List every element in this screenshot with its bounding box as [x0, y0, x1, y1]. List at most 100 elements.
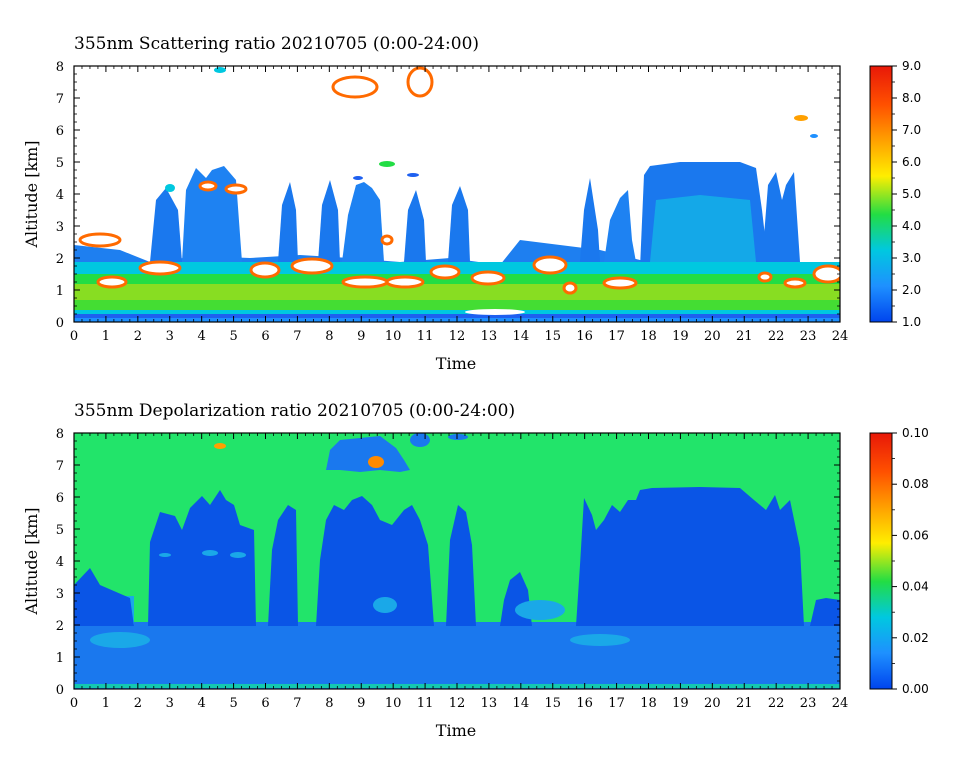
cloud-column	[810, 598, 840, 626]
x-tick-label: 20	[704, 696, 721, 711]
colorbar-ticks: 1.0 2.0 3.0 4.0 5.0 6.0 7.0 8.0 9.0	[892, 59, 921, 329]
cloud-column	[182, 166, 242, 262]
x-tick-label: 19	[672, 329, 689, 344]
x-tick-label: 24	[832, 329, 849, 344]
colorbar-tick-label: 0.06	[902, 528, 929, 542]
x-tick-label: 1	[102, 696, 110, 711]
scattering-ratio-panel: 355nm Scattering ratio 20210705 (0:00-24…	[22, 34, 921, 373]
x-tick-label: 20	[704, 329, 721, 344]
y-tick-label: 1	[56, 284, 64, 299]
x-tick-label: 7	[293, 329, 301, 344]
cloud-column	[318, 180, 340, 262]
x-tick-label: 16	[576, 329, 593, 344]
y-tick-label: 7	[56, 459, 64, 474]
x-tick-label: 3	[166, 696, 174, 711]
x-tick-label: 2	[134, 696, 142, 711]
aerosol-band	[74, 284, 840, 300]
colorbar-tick-label: 3.0	[902, 251, 921, 265]
chart-title: 355nm Scattering ratio 20210705 (0:00-24…	[74, 34, 479, 54]
x-tick-label: 10	[385, 329, 402, 344]
y-tick-label: 6	[56, 491, 64, 506]
x-tick-label: 7	[293, 696, 301, 711]
cloud-column	[576, 487, 804, 626]
colorbar-ticks: 0.00 0.02 0.04 0.06 0.08 0.10	[892, 426, 929, 696]
colorbar-tick-label: 0.00	[902, 682, 929, 696]
y-tick-label: 0	[56, 683, 64, 698]
high-depol-spot	[368, 456, 384, 468]
x-tick-label: 19	[672, 696, 689, 711]
colorbar	[869, 65, 893, 323]
cloud-column	[148, 490, 256, 626]
x-tick-label: 13	[481, 329, 498, 344]
x-tick-label: 21	[736, 329, 753, 344]
cloud-column	[268, 505, 298, 626]
chart-title: 355nm Depolarization ratio 20210705 (0:0…	[74, 401, 515, 421]
x-tick-label: 23	[800, 329, 817, 344]
x-tick-label: 16	[576, 696, 593, 711]
y-tick-label: 1	[56, 651, 64, 666]
x-tick-label: 6	[261, 696, 269, 711]
aerosol-layer	[74, 622, 840, 689]
x-tick-label: 12	[449, 696, 466, 711]
high-depol-spot	[214, 443, 226, 449]
y-axis-label: Altitude [km]	[22, 507, 41, 615]
x-tick-label: 4	[198, 696, 206, 711]
x-tick-label: 6	[261, 329, 269, 344]
x-tick-label: 8	[325, 329, 333, 344]
cloud-column	[150, 188, 182, 262]
x-tick-label: 18	[640, 329, 657, 344]
x-tick-label: 10	[385, 696, 402, 711]
cloud-cores	[78, 66, 840, 295]
x-tick-label: 9	[357, 696, 365, 711]
axes: 0 1 2 3 4 5 6 7 8 9 10 11 12 13 14 15 16 17 18 19 20 21 22 23 24…	[56, 427, 849, 711]
x-tick-label: 5	[229, 329, 237, 344]
x-tick-label: 5	[229, 696, 237, 711]
y-tick-label: 4	[56, 555, 64, 570]
colorbar-tick-label: 0.10	[902, 426, 929, 440]
x-axis-label: Time	[436, 721, 476, 740]
x-tick-label: 3	[166, 329, 174, 344]
colorbar-tick-label: 8.0	[902, 91, 921, 105]
aerosol-band	[74, 300, 840, 310]
cloud-column	[404, 190, 426, 262]
colorbar-tick-label: 4.0	[902, 219, 921, 233]
x-tick-label: 17	[608, 329, 625, 344]
x-tick-label: 8	[325, 696, 333, 711]
depolarization-ratio-panel: 355nm Depolarization ratio 20210705 (0:0…	[22, 401, 929, 740]
x-tick-label: 2	[134, 329, 142, 344]
x-tick-label: 23	[800, 696, 817, 711]
colorbar-tick-label: 7.0	[902, 123, 921, 137]
x-tick-label: 9	[357, 329, 365, 344]
x-tick-label: 15	[544, 329, 561, 344]
y-tick-label: 4	[56, 188, 64, 203]
y-tick-label: 0	[56, 316, 64, 331]
y-tick-label: 6	[56, 124, 64, 139]
cloud-column	[316, 496, 434, 626]
colorbar	[869, 432, 893, 690]
colorbar-tick-label: 5.0	[902, 187, 921, 201]
stratiform-cloud-inner	[650, 195, 756, 262]
upper-cloud	[448, 434, 468, 440]
aerosol-band	[74, 274, 840, 284]
y-tick-label: 7	[56, 92, 64, 107]
y-tick-label: 2	[56, 619, 64, 634]
x-tick-label: 11	[417, 696, 434, 711]
upper-cloud	[410, 433, 430, 447]
axes: 0 1 2 3 4 5 6 7 8 9 10 11 12 13 14 15 16 17 18 19 20 21 22 23 24…	[56, 60, 849, 344]
y-axis-label: Altitude [km]	[22, 140, 41, 248]
heatmap-area	[74, 433, 840, 689]
cloud-column	[762, 172, 800, 262]
x-tick-label: 12	[449, 329, 466, 344]
aerosol-band	[74, 310, 840, 314]
y-tick-label: 2	[56, 252, 64, 267]
x-tick-label: 14	[513, 329, 530, 344]
y-tick-label: 3	[56, 587, 64, 602]
colorbar-tick-label: 9.0	[902, 59, 921, 73]
cloud-column	[74, 568, 134, 626]
x-tick-label: 18	[640, 696, 657, 711]
x-tick-label: 15	[544, 696, 561, 711]
x-tick-label: 0	[70, 329, 78, 344]
colorbar-tick-label: 1.0	[902, 315, 921, 329]
colorbar-tick-label: 0.04	[902, 580, 929, 594]
